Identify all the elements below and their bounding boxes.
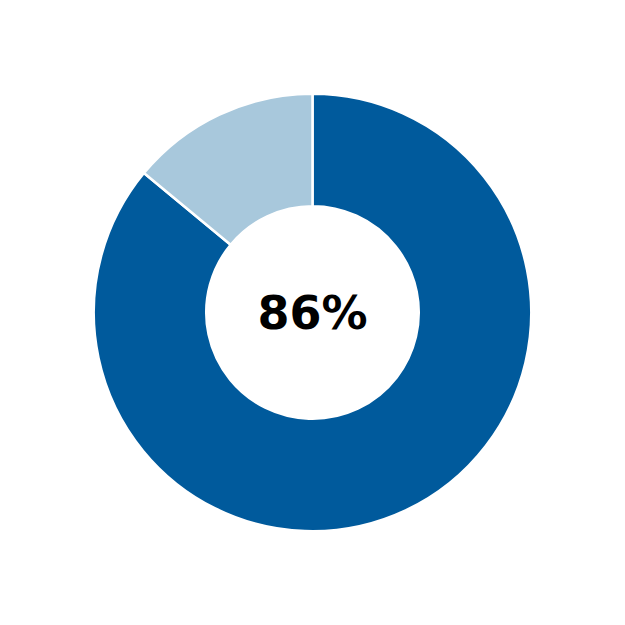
svg-text:86%: 86% — [257, 286, 367, 340]
